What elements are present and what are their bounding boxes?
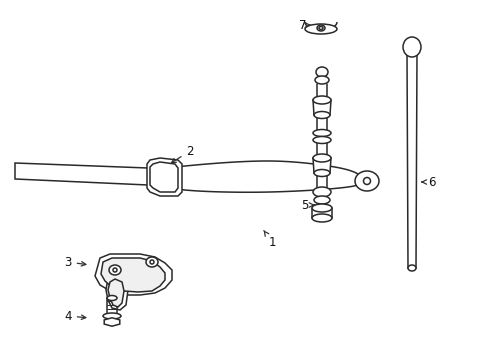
Ellipse shape — [150, 260, 154, 264]
Ellipse shape — [312, 136, 330, 144]
Ellipse shape — [109, 265, 121, 275]
Text: 1: 1 — [264, 230, 275, 248]
Text: 7: 7 — [299, 18, 309, 32]
Ellipse shape — [318, 27, 323, 30]
Polygon shape — [147, 158, 182, 196]
Ellipse shape — [311, 214, 331, 222]
Text: 2: 2 — [171, 144, 193, 163]
Ellipse shape — [305, 24, 336, 34]
Polygon shape — [161, 161, 364, 192]
Ellipse shape — [313, 196, 329, 204]
Ellipse shape — [316, 25, 325, 31]
Polygon shape — [312, 158, 330, 173]
Polygon shape — [150, 162, 178, 192]
Ellipse shape — [312, 187, 330, 197]
Ellipse shape — [315, 67, 327, 77]
Polygon shape — [108, 279, 124, 307]
Ellipse shape — [312, 130, 330, 136]
Text: 3: 3 — [64, 256, 86, 269]
Ellipse shape — [407, 265, 415, 271]
Ellipse shape — [107, 296, 117, 301]
Text: 6: 6 — [421, 176, 435, 189]
Ellipse shape — [363, 177, 370, 185]
Ellipse shape — [312, 154, 330, 162]
Polygon shape — [104, 318, 120, 326]
Polygon shape — [312, 100, 330, 115]
Ellipse shape — [103, 313, 121, 319]
Ellipse shape — [311, 204, 331, 212]
Ellipse shape — [313, 170, 329, 176]
Ellipse shape — [146, 257, 158, 267]
Text: 4: 4 — [64, 310, 86, 323]
Text: 5: 5 — [301, 198, 314, 212]
Ellipse shape — [312, 96, 330, 104]
Polygon shape — [406, 53, 416, 268]
Ellipse shape — [313, 112, 329, 118]
Polygon shape — [101, 258, 164, 292]
Ellipse shape — [402, 37, 420, 57]
Polygon shape — [15, 163, 148, 185]
Polygon shape — [106, 275, 128, 310]
Ellipse shape — [354, 171, 378, 191]
Polygon shape — [95, 254, 172, 295]
Ellipse shape — [113, 268, 117, 272]
Ellipse shape — [314, 76, 328, 84]
